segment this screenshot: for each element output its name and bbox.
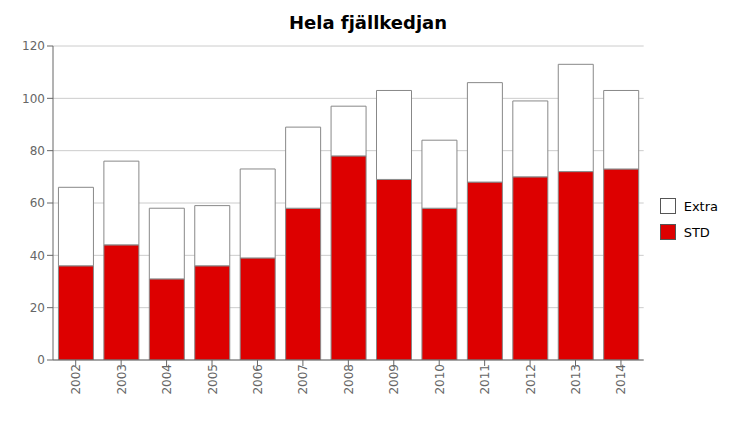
svg-text:2005: 2005 [206,364,220,395]
svg-text:80: 80 [30,144,45,158]
svg-text:2007: 2007 [296,364,310,395]
svg-text:100: 100 [22,92,45,106]
html-text:STD: STD [683,224,710,240]
svg-text:0: 0 [37,353,45,367]
svg-text:2003: 2003 [115,364,129,395]
svg-text:2006: 2006 [251,364,265,395]
svg-text:60: 60 [30,196,45,210]
svg-text:2002: 2002 [69,364,83,395]
svg-text:120: 120 [22,39,45,53]
html-text:Hela fjällkedjan: Hela fjällkedjan [289,12,447,33]
svg-text:2008: 2008 [342,364,356,395]
svg-text:2009: 2009 [387,364,401,395]
html-text:Extra: Extra [683,198,718,214]
svg-text:2011: 2011 [478,364,492,395]
svg-text:2004: 2004 [160,364,174,395]
svg-text:2013: 2013 [569,364,583,395]
svg-text:2014: 2014 [614,364,628,395]
svg-text:40: 40 [30,249,45,263]
svg-text:20: 20 [30,301,45,315]
svg-text:2010: 2010 [433,364,447,395]
svg-text:2012: 2012 [524,364,538,395]
